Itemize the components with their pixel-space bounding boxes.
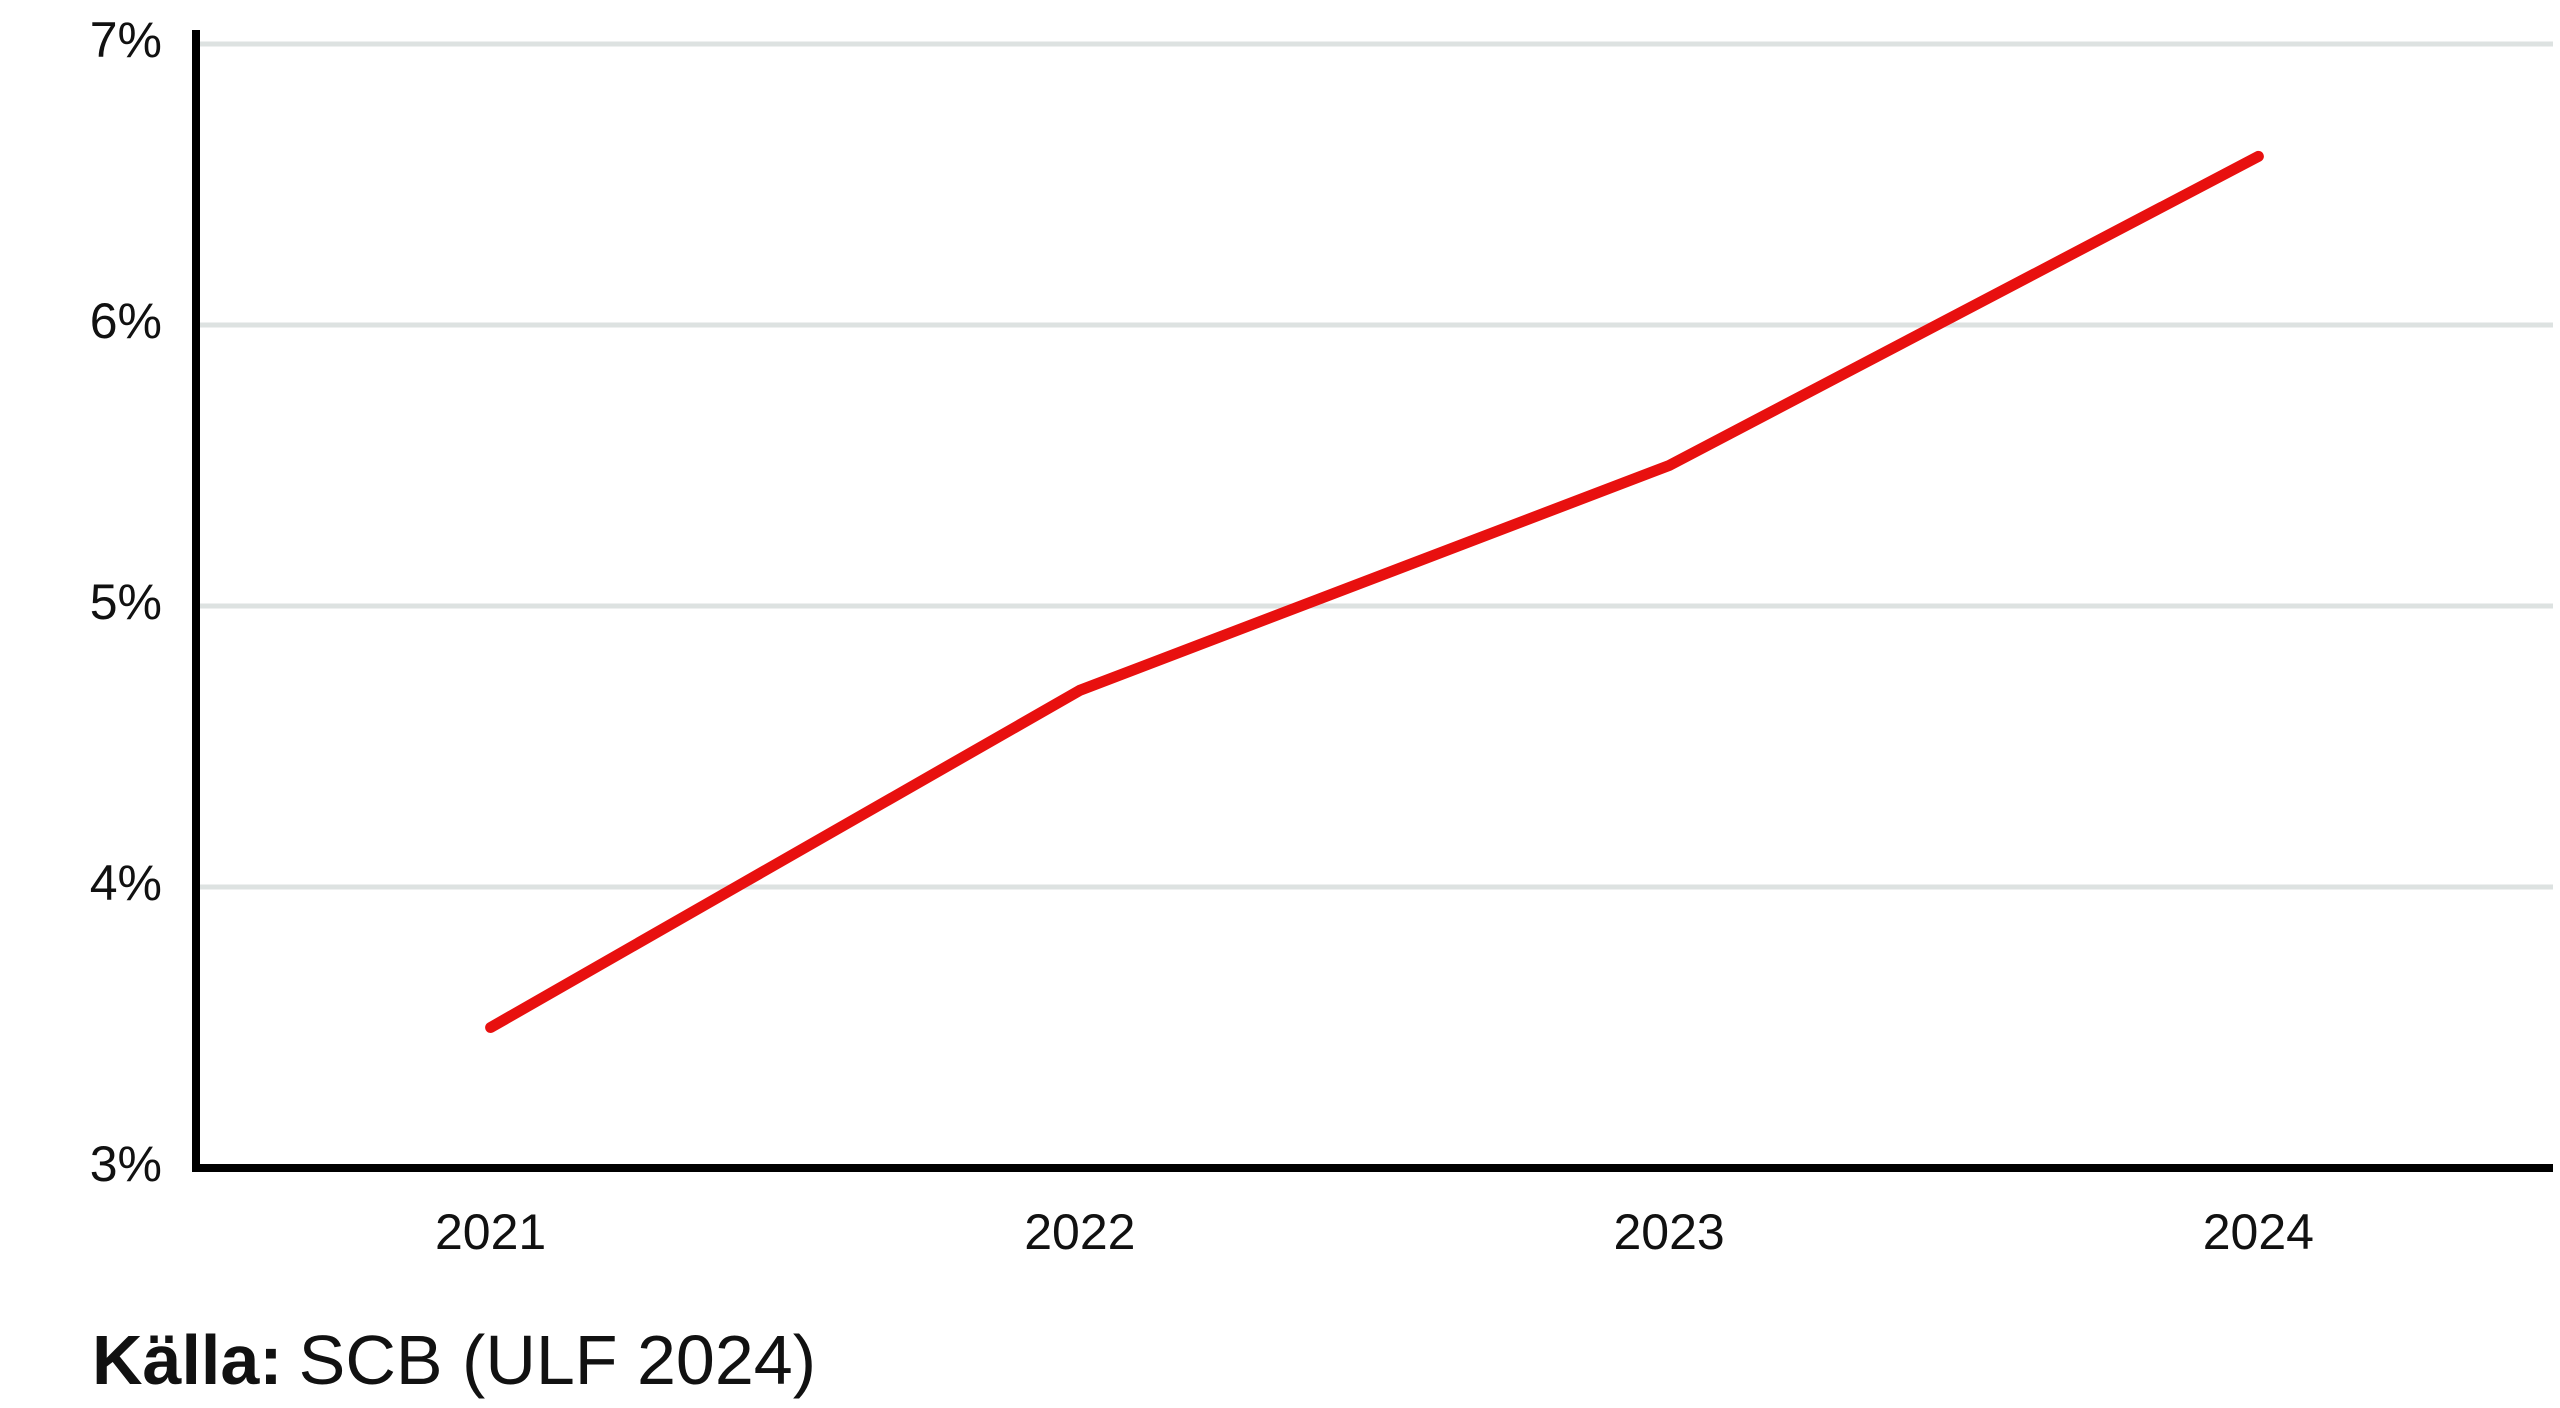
y-tick-label: 3% (90, 1136, 162, 1192)
x-tick-label: 2023 (1614, 1204, 1725, 1260)
data-line (485, 150, 2264, 1033)
x-tick-label: 2024 (2203, 1204, 2314, 1260)
plot (485, 150, 2264, 1033)
y-tick-label: 5% (90, 574, 162, 630)
x-tick-label: 2021 (435, 1204, 546, 1260)
y-tick-label: 7% (90, 12, 162, 68)
source-label: Källa: (92, 1321, 283, 1399)
y-tick-label: 6% (90, 293, 162, 349)
y-tick-label: 4% (90, 855, 162, 911)
x-tick-label: 2022 (1024, 1204, 1135, 1260)
source: Källa: SCB (ULF 2024) (92, 1321, 816, 1399)
source-text: SCB (ULF 2024) (299, 1321, 816, 1399)
